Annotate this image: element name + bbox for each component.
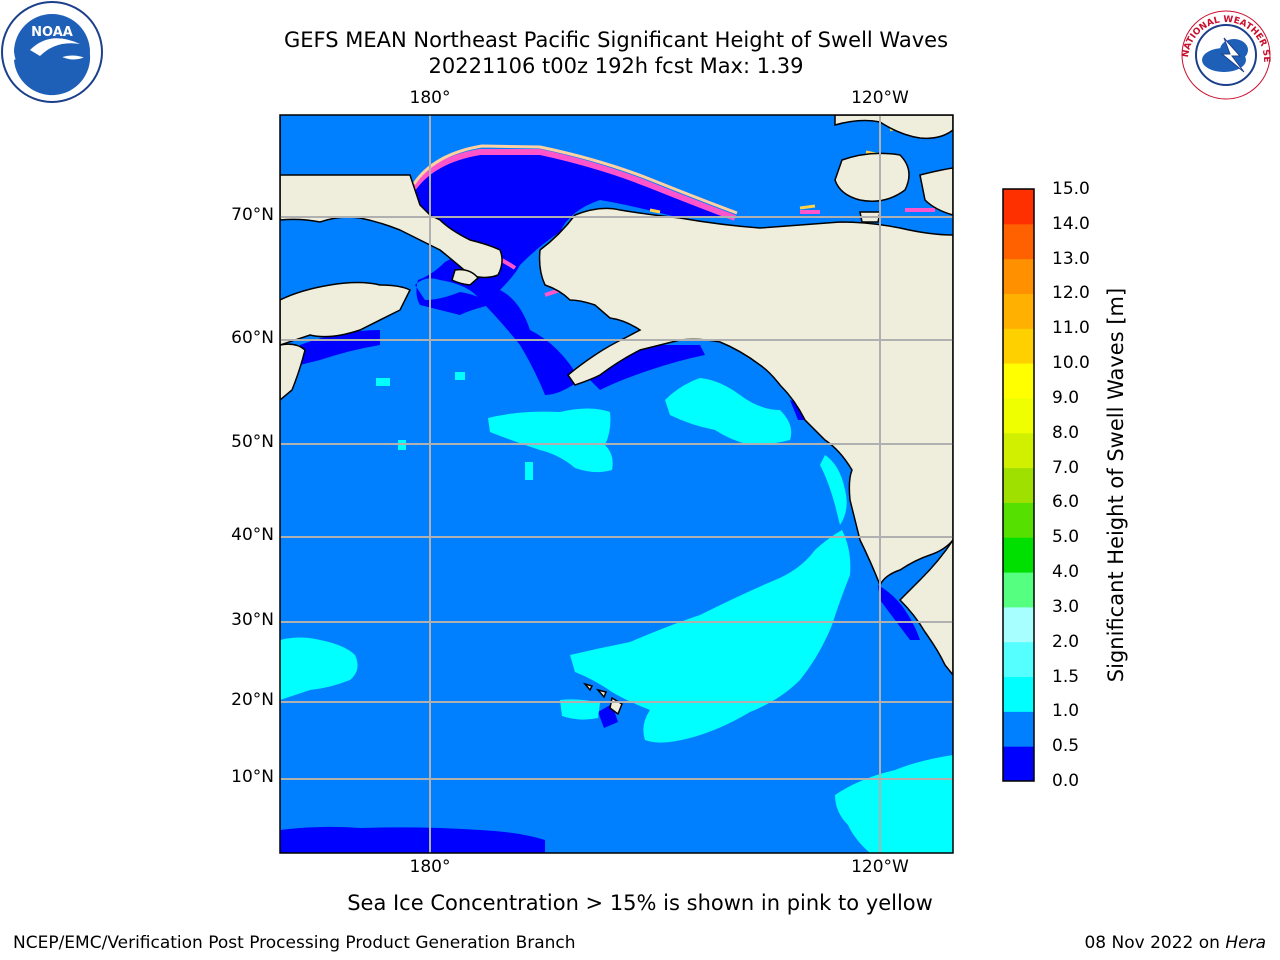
colorbar-tick-label: 12.0 [1052, 283, 1090, 304]
lon-label-top-120w: 120°W [851, 88, 909, 108]
colorbar-segment [1003, 572, 1034, 608]
colorbar-tick-label: 2.0 [1052, 631, 1080, 652]
colorbar-segment [1003, 502, 1034, 538]
swell-speck-1 [376, 378, 390, 386]
footer-host: Hera [1225, 933, 1266, 953]
lat-label-20: 20°N [231, 690, 274, 710]
colorbar-segment [1003, 711, 1034, 747]
footer-date: 08 Nov 2022 on Hera [1084, 933, 1266, 953]
colorbar-tick-label: 13.0 [1052, 248, 1090, 269]
land-alaska-canada [538, 207, 953, 587]
colorbar-segment [1003, 432, 1034, 469]
ocean-low-south [280, 826, 545, 853]
colorbar-segment [1003, 223, 1034, 260]
ocean-low-gulf-alaska [590, 345, 705, 390]
colorbar-tick-label: 14.0 [1052, 213, 1090, 234]
lon-label-bottom-180: 180° [409, 857, 451, 877]
colorbar-tick-label: 15.0 [1052, 179, 1090, 199]
ocean-low-bering [412, 152, 735, 395]
swell-patch-hawaii-west [560, 699, 600, 720]
ocean-low-baja [878, 585, 920, 640]
sea-ice-fringe [409, 149, 737, 221]
lat-label-30: 30°N [231, 610, 274, 630]
land-arctic-islands [834, 115, 953, 223]
colorbar-tick-label: 7.0 [1052, 457, 1080, 478]
lat-label-60: 60°N [231, 328, 274, 348]
title-line-2: 20221106 t00z 192h fcst Max: 1.39 [428, 54, 804, 78]
colorbar-segment [1003, 467, 1034, 503]
colorbar-tick-label: 11.0 [1052, 318, 1090, 339]
lat-label-50: 50°N [231, 432, 274, 452]
sea-ice-fringe-outer [412, 144, 738, 215]
footer-date-text: 08 Nov 2022 on [1084, 933, 1226, 953]
colorbar-segment [1003, 537, 1034, 573]
swell-patch-coast-strip [820, 455, 847, 525]
colorbar-segment [1003, 641, 1034, 678]
land-baja [898, 538, 953, 677]
swell-patch-west [280, 637, 358, 700]
footer-credit: NCEP/EMC/Verification Post Processing Pr… [13, 933, 576, 953]
ocean-low-aleutian [300, 330, 380, 365]
noaa-logo-text: NOAA [31, 25, 73, 40]
swell-speck-4 [525, 462, 533, 480]
colorbar-segment [1003, 328, 1034, 364]
nws-logo: NATIONAL WEATHER SERVICE [1178, 10, 1271, 100]
land-siberia-south [280, 281, 412, 346]
swell-patch-gulf [665, 378, 792, 445]
swell-speck-3 [455, 372, 465, 380]
colorbar-tick-label: 0.0 [1052, 771, 1080, 791]
lat-label-40: 40°N [231, 525, 274, 545]
colorbar-tick-label: 1.0 [1052, 701, 1080, 722]
colorbar-tick-label: 4.0 [1052, 562, 1080, 583]
colorbar-tick-label: 8.0 [1052, 422, 1080, 443]
colorbar-tick-label: 10.0 [1052, 353, 1090, 374]
colorbar-tick-label: 0.5 [1052, 736, 1080, 757]
land-kamchatka [280, 343, 306, 401]
noaa-logo: NOAA [1, 1, 103, 103]
colorbar [1002, 188, 1035, 782]
colorbar-tick-label: 5.0 [1052, 527, 1080, 548]
lat-label-70: 70°N [231, 205, 274, 225]
lat-label-10: 10°N [231, 767, 274, 787]
colorbar-segment [1003, 293, 1034, 329]
colorbar-tick-label: 6.0 [1052, 492, 1080, 513]
colorbar-segment [1003, 676, 1034, 712]
lon-label-top-180: 180° [409, 88, 451, 108]
title-line-1: GEFS MEAN Northeast Pacific Significant … [283, 28, 949, 52]
colorbar-segment [1003, 606, 1034, 643]
colorbar-segment [1003, 189, 1034, 225]
swell-patch-subtropical [570, 530, 851, 743]
colorbar-segment [1003, 258, 1034, 294]
colorbar-tick-label: 1.5 [1052, 666, 1080, 687]
colorbar-tick-label: 9.0 [1052, 387, 1080, 408]
sea-ice-note: Sea Ice Concentration > 15% is shown in … [347, 891, 933, 915]
colorbar-segment [1003, 363, 1034, 399]
colorbar-segment [1003, 397, 1034, 434]
colorbar-tick-label: 3.0 [1052, 596, 1080, 617]
map-frame [279, 114, 954, 854]
gridlines [280, 115, 953, 853]
land-st-lawrence-island [451, 268, 480, 286]
lon-label-bottom-120w: 120°W [851, 857, 909, 877]
colorbar-title: Significant Height of Swell Waves [m] [1104, 287, 1128, 683]
colorbar-segment [1003, 746, 1034, 782]
swell-patch-north-central [488, 408, 613, 473]
